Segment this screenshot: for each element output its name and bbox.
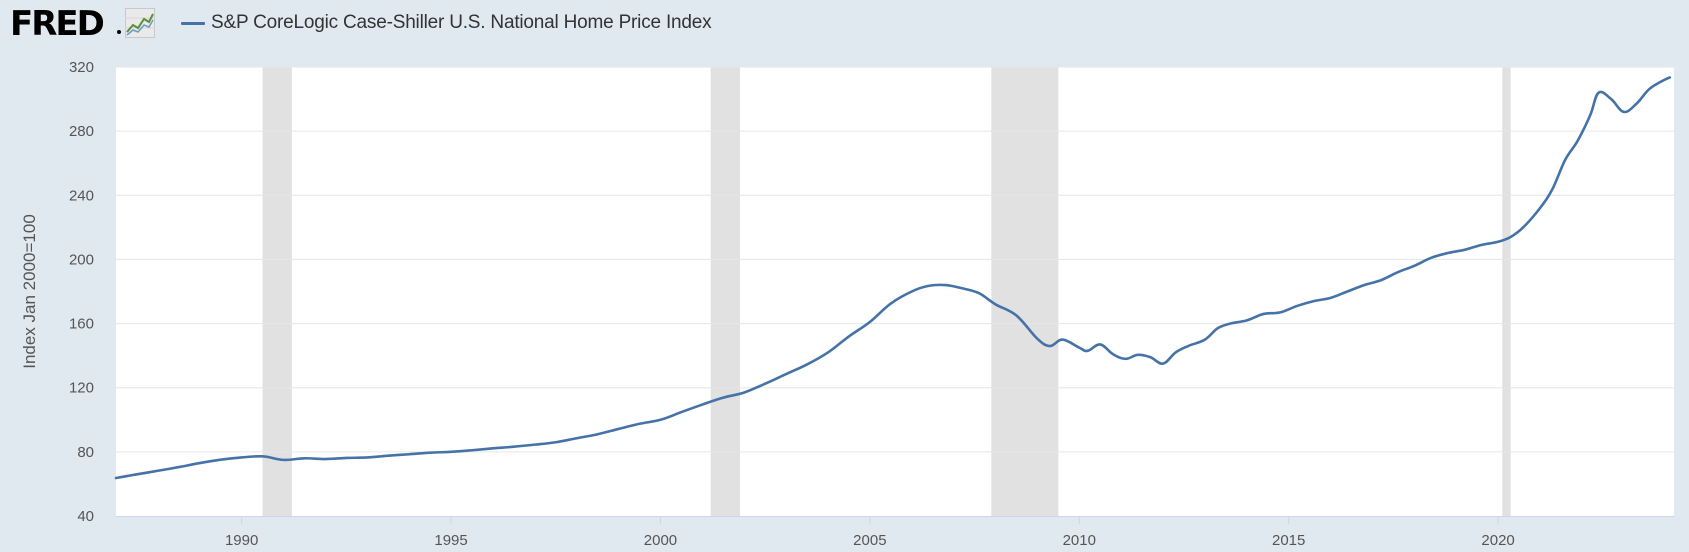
recession-band (262, 67, 292, 516)
x-tick-label: 1995 (434, 532, 467, 549)
y-tick-label: 280 (69, 123, 94, 140)
y-tick-label: 80 (77, 444, 94, 461)
x-tick-label: 2020 (1481, 532, 1514, 549)
x-tick-label: 2005 (853, 532, 886, 549)
x-tick-label: 2015 (1272, 532, 1305, 549)
x-tick-label: 2010 (1063, 532, 1096, 549)
y-axis-title: Index Jan 2000=100 (20, 214, 39, 369)
graph-icon (125, 8, 155, 38)
x-tick-label: 2000 (644, 532, 677, 549)
chart-legend[interactable]: S&P CoreLogic Case-Shiller U.S. National… (181, 11, 712, 35)
y-tick-label: 320 (69, 59, 94, 76)
series-line[interactable] (114, 76, 1672, 480)
x-tick-label: 1990 (225, 532, 258, 549)
recession-band (1502, 67, 1511, 516)
y-tick-label: 40 (77, 508, 94, 525)
legend-label: S&P CoreLogic Case-Shiller U.S. National… (211, 12, 712, 33)
recession-band (710, 67, 741, 516)
legend-swatch (181, 21, 205, 25)
fred-logo[interactable]: FRED (10, 4, 105, 44)
y-tick-label: 240 (69, 187, 94, 204)
y-tick-label: 200 (69, 251, 94, 268)
y-tick-label: 160 (69, 316, 94, 333)
logo-dot (117, 30, 121, 34)
recession-band (991, 67, 1059, 516)
y-tick-label: 120 (69, 380, 94, 397)
plot-area (116, 67, 1674, 516)
chart-header: FRED S&P CoreLogic Case-Shiller U.S. Nat… (0, 0, 1689, 48)
